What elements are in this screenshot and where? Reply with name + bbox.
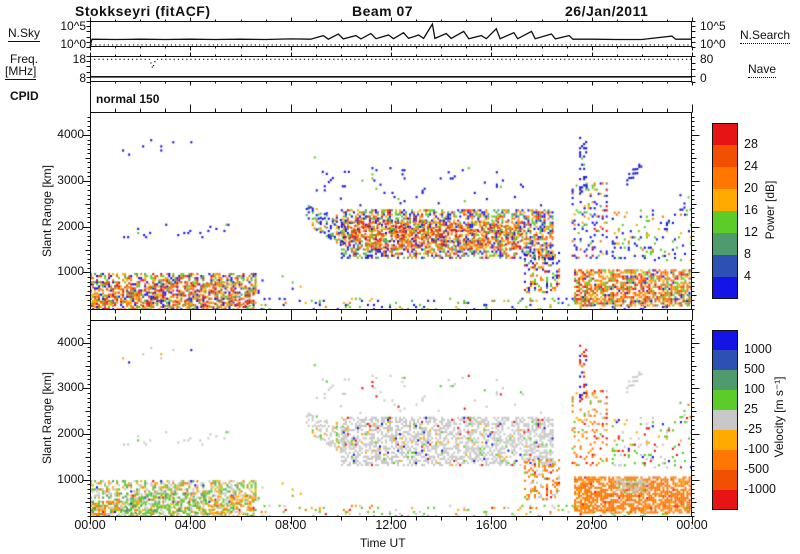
power-cbar-segment-4 (712, 211, 738, 233)
power-cbar-tick-4: 4 (744, 269, 751, 283)
pow-ytick-4000: 4000 (57, 126, 84, 141)
power-cbar-frame (712, 123, 738, 299)
station-title: Stokkseyri (fitACF) (75, 3, 211, 19)
xtick-0: 00:00 (74, 518, 106, 532)
velocity-cbar-tick--25: -25 (744, 422, 763, 436)
freq-tick-bottom: 8 (79, 71, 86, 85)
power-colorbar: 28 24 20 16 12 8 4 (712, 123, 758, 299)
pow-ytick-2000: 2000 (57, 218, 84, 233)
power-cbar-segment-3 (712, 189, 738, 211)
velocity-cbar-tick--1000: -1000 (744, 482, 776, 496)
velocity-cbar-tick-500: 500 (744, 362, 765, 376)
pow-ytick-1000: 1000 (57, 264, 84, 279)
nsky-tick-bottom: 10^0 (60, 37, 86, 51)
power-cbar-segment-0 (712, 123, 738, 145)
freq-tick-top: 18 (72, 52, 86, 66)
vel-ytick-4000: 4000 (57, 334, 84, 349)
power-cbar-tick-8: 8 (744, 247, 751, 261)
power-colorbar-label: Power [dB] (763, 180, 777, 240)
cpid-label: CPID (10, 89, 39, 103)
vel-ytick-2000: 2000 (57, 426, 84, 440)
power-cbar-segment-7 (712, 277, 738, 299)
freq-label-line1: Freq. (10, 52, 39, 66)
nsearch-label: N.Search (740, 28, 791, 44)
xtick-2: 08:00 (275, 518, 307, 532)
power-cbar-tick-12: 12 (744, 225, 758, 239)
nsky-right-tick-bottom: 10^0 (700, 37, 726, 51)
power-cbar-segment-6 (712, 255, 738, 277)
xtick-6: 00:00 (676, 518, 708, 532)
nsky-right-tick-top: 10^5 (700, 19, 726, 33)
velocity-cbar-tick-1000: 1000 (744, 342, 772, 356)
velocity-cbar-segment-2 (712, 370, 738, 390)
velocity-rti-panel (90, 320, 692, 517)
velocity-cbar-tick--100: -100 (744, 442, 770, 456)
velocity-cbar-segment-7 (712, 470, 738, 490)
power-cbar-segment-2 (712, 167, 738, 189)
freq-label-line2: [MHz] (5, 64, 37, 80)
nave-tick-top: 80 (700, 52, 714, 66)
nsky-tick-top: 10^5 (60, 19, 86, 33)
power-cbar-tick-24: 24 (744, 159, 758, 173)
date-title: 26/Jan/2011 (565, 3, 649, 19)
beam-title: Beam 07 (352, 3, 414, 19)
xtick-3: 12:00 (375, 518, 407, 532)
velocity-cbar-segment-5 (712, 430, 738, 450)
vel-ytick-1000: 1000 (57, 471, 84, 486)
power-cbar-segment-1 (712, 145, 738, 167)
velocity-cbar-segment-6 (712, 450, 738, 470)
power-cbar-tick-16: 16 (744, 203, 758, 217)
nave-label: Nave (748, 62, 777, 78)
nave-tick-bottom: 0 (700, 71, 707, 85)
xtick-5: 20:00 (576, 518, 608, 532)
time-axis-label: Time UT (360, 536, 406, 550)
vel-ytick-3000: 3000 (57, 380, 84, 395)
xtick-4: 16:00 (475, 518, 507, 532)
velocity-cbar-segment-4 (712, 410, 738, 430)
power-rti-panel (90, 112, 692, 310)
xtick-1: 04:00 (174, 518, 206, 532)
velocity-cbar-tick-100: 100 (744, 382, 765, 396)
power-cbar-tick-20: 20 (744, 181, 758, 195)
power-cbar-tick-28: 28 (744, 137, 758, 151)
pow-ytick-3000: 3000 (57, 172, 84, 187)
velocity-colorbar-label: Velocity [m s⁻¹] (772, 376, 786, 458)
velocity-cbar-tick-25: 25 (744, 402, 758, 416)
velocity-cbar-frame (712, 330, 738, 510)
velocity-cbar-segment-1 (712, 350, 738, 370)
cpid-value: normal 150 (96, 92, 160, 106)
velocity-cbar-segment-8 (712, 490, 738, 510)
nsky-label: N.Sky (8, 26, 41, 42)
power-cbar-segment-5 (712, 233, 738, 255)
velocity-cbar-segment-0 (712, 330, 738, 350)
velocity-colorbar: 1000 500 100 25 -25 -100 -500 -1000 (712, 330, 776, 510)
velocity-cbar-segment-3 (712, 390, 738, 410)
velocity-cbar-tick--500: -500 (744, 462, 770, 476)
